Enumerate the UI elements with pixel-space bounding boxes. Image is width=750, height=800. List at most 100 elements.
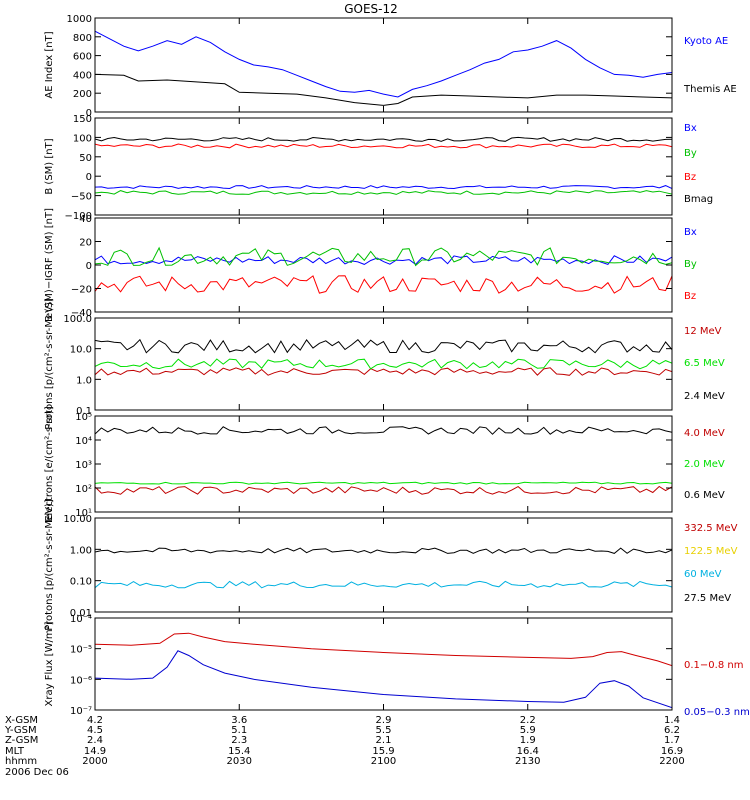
legend-label: By [684, 259, 697, 270]
series-line-2-3 [95, 143, 672, 149]
footer-value: 16.9 [661, 746, 683, 757]
legend-label: 0.05−0.3 nm [684, 707, 750, 718]
footer-value: 2.2 [520, 715, 536, 726]
panel-frame [94, 117, 673, 216]
y-tick-label: 10³ [75, 460, 92, 471]
y-tick-label: 150 [73, 114, 92, 125]
footer-value: 1.7 [664, 735, 680, 746]
series-line-4-1 [95, 367, 672, 376]
panel-frame [94, 217, 673, 313]
y-tick-label: −40 [71, 308, 92, 319]
footer-value: 1.4 [664, 715, 680, 726]
series-line-3-1 [95, 255, 672, 265]
chart-title: GOES-12 [344, 2, 398, 16]
series-line-6-4 [95, 547, 672, 554]
legend-label: 2.0 MeV [684, 459, 725, 470]
series-line-5-1 [95, 485, 672, 495]
footer-value: 5.1 [231, 725, 247, 736]
legend-label: Bz [684, 291, 696, 302]
footer-value: 16.4 [517, 746, 539, 757]
footer-value: 5.9 [520, 725, 536, 736]
y-tick-label: 10² [75, 484, 92, 495]
y-axis-label: B (SM)−IGRF (SM) [nT] [44, 208, 55, 322]
footer-value: 4.2 [87, 715, 103, 726]
legend-label: 332.5 MeV [684, 523, 738, 534]
y-tick-label: 10⁻⁷ [70, 706, 92, 717]
legend-label: 12 MeV [684, 326, 722, 337]
series-line-3-3 [95, 275, 672, 294]
footer-value: 2030 [227, 756, 252, 767]
panel-3: Bx By Bz −40 −20 0 20 40 B (SM)−IGRF (SM) [nT] [44, 208, 697, 322]
y-tick-label: 100 [73, 133, 92, 144]
y-tick-label: 10⁴ [75, 436, 92, 447]
y-axis-label: Protons [p/(cm²-s-sr-MeV)] [44, 499, 55, 631]
series-line-2-1 [95, 185, 672, 190]
series-line-7-2 [95, 650, 672, 709]
panel-frame [94, 617, 673, 711]
legend-label: 60 MeV [684, 569, 722, 580]
y-axis-label: AE Index [nT] [44, 31, 55, 98]
panel-frame [94, 517, 673, 613]
footer-value: 6.2 [664, 725, 680, 736]
footer-value: 2.4 [87, 735, 103, 746]
y-tick-label: 10⁻⁵ [70, 645, 92, 656]
y-tick-label: 10.0 [70, 345, 92, 356]
panel-4: 12 MeV 6.5 MeV 2.4 MeV 0.1 1.0 10.0 100.0 Proto… [44, 298, 725, 430]
y-tick-label: 0.10 [70, 577, 92, 588]
footer-date: 2006 Dec 06 [5, 767, 69, 778]
y-tick-label: 600 [73, 52, 92, 63]
y-tick-label: 0 [86, 172, 92, 183]
y-tick-label: 10⁻⁴ [70, 614, 92, 625]
footer-value: 2200 [659, 756, 684, 767]
y-axis-label: Protons [p/(cm²-s-sr-MeV)] [44, 298, 55, 430]
y-tick-label: 50 [79, 153, 92, 164]
footer-value: 2000 [82, 756, 107, 767]
series-line-2-2 [95, 190, 672, 195]
footer-value: 15.4 [228, 746, 250, 757]
y-tick-label: 800 [73, 33, 92, 44]
footer-value: 4.5 [87, 725, 103, 736]
footer-row-label: X-GSM [5, 715, 38, 726]
panel-5: 4.0 MeV 2.0 MeV 0.6 MeV 10¹ 10² 10³ 10⁴ 10⁵ Elec… [44, 406, 725, 522]
legend-label: Bmag [684, 194, 713, 205]
y-tick-label: 10.00 [63, 514, 92, 525]
legend-label: 6.5 MeV [684, 358, 725, 369]
series-line-4-3 [95, 338, 672, 354]
legend-label: 2.4 MeV [684, 391, 725, 402]
panel-2: Bx By Bz Bmag −100 −50 0 50 100 150 B (SM) [nT] [44, 114, 713, 222]
y-tick-label: 1.0 [76, 375, 92, 386]
footer-value: 3.6 [231, 715, 247, 726]
y-axis-label: Electrons [e/(cm²-s-sr)] [44, 406, 55, 522]
y-tick-label: 20 [79, 238, 92, 249]
y-tick-label: −50 [71, 192, 92, 203]
legend-label: Bz [684, 172, 696, 183]
y-tick-label: 200 [73, 89, 92, 100]
legend-label: Bx [684, 227, 697, 238]
panel-frame [94, 317, 673, 411]
y-tick-label: 10⁵ [75, 412, 92, 423]
footer-row-label: Z-GSM [5, 735, 38, 746]
y-tick-label: 1.00 [70, 545, 92, 556]
legend-label: Bx [684, 123, 697, 134]
legend-label: Kyoto AE [684, 36, 728, 47]
footer-row-label: hhmm [5, 756, 37, 767]
series-line-3-2 [95, 246, 672, 267]
legend-label: 0.6 MeV [684, 490, 725, 501]
series-line-7-1 [95, 632, 672, 667]
y-tick-label: 400 [73, 70, 92, 81]
y-tick-label: 10¹ [75, 508, 92, 519]
panel-6: 332.5 MeV 122.5 MeV 60 MeV 27.5 MeV 0.01 0.10… [44, 499, 738, 631]
series-line-1-1 [95, 30, 672, 98]
panel-frame [94, 17, 673, 113]
series-line-6-3 [95, 580, 672, 589]
legend-label: 122.5 MeV [684, 546, 738, 557]
y-tick-label: 10⁻⁶ [70, 675, 92, 686]
y-axis-label: Xray Flux [W/m²] [44, 621, 55, 706]
footer-value: 2.9 [376, 715, 392, 726]
panel-1: Kyoto AE Themis AE 0 200 400 600 800 1000 AE Ind… [44, 14, 737, 119]
legend-label: By [684, 148, 697, 159]
footer-value: 14.9 [84, 746, 106, 757]
y-tick-label: 40 [79, 214, 92, 225]
legend-label: 0.1−0.8 nm [684, 660, 743, 671]
